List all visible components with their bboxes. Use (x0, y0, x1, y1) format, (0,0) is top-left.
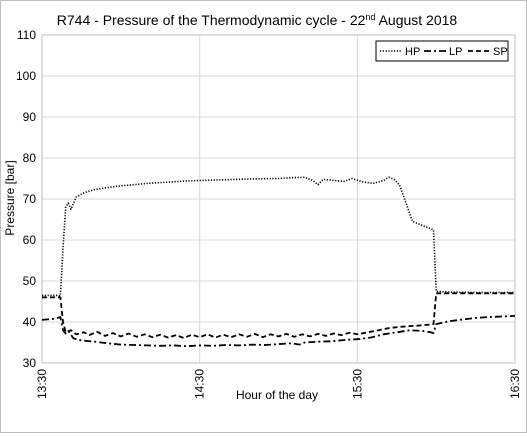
legend: HP LP SP (375, 40, 509, 62)
data-series (41, 176, 516, 348)
legend-label-hp: HP (405, 46, 420, 58)
chart-title: R744 - Pressure of the Thermodynamic cyc… (57, 12, 458, 28)
y-axis-title: Pressure [bar] (3, 160, 17, 235)
y-tick-label: 100 (16, 69, 36, 83)
y-tick-label: 80 (23, 151, 37, 165)
series-line-sp (42, 292, 515, 339)
y-tick-label: 90 (23, 110, 37, 124)
series-line-lp (41, 315, 516, 348)
y-axis-tick-labels: 30 40 50 60 70 80 90 100 110 (16, 28, 36, 370)
y-tick-label: 40 (23, 315, 37, 329)
plot-area-frame (41, 34, 516, 364)
legend-label-lp: LP (449, 46, 462, 58)
grid-lines (41, 34, 516, 364)
y-tick-label: 60 (23, 233, 37, 247)
chart-title-superscript: nd (365, 12, 375, 22)
x-tick-label: 13:30 (35, 369, 49, 399)
x-tick-label: 16:30 (508, 369, 522, 399)
y-tick-label: 70 (23, 192, 37, 206)
chart-title-date: August 2018 (375, 12, 457, 28)
y-tick-label: 30 (23, 356, 37, 370)
x-tick-label: 15:30 (350, 369, 364, 399)
x-axis-title: Hour of the day (236, 388, 318, 402)
chart-title-main: R744 - Pressure of the Thermodynamic cyc… (57, 12, 366, 28)
y-tick-label: 110 (17, 28, 36, 42)
y-tick-label: 50 (23, 274, 37, 288)
series-line-hp (42, 176, 515, 297)
x-tick-label: 14:30 (193, 369, 207, 399)
legend-label-sp: SP (493, 46, 508, 58)
x-axis-tick-labels: 13:30 14:30 15:30 16:30 (35, 369, 522, 399)
